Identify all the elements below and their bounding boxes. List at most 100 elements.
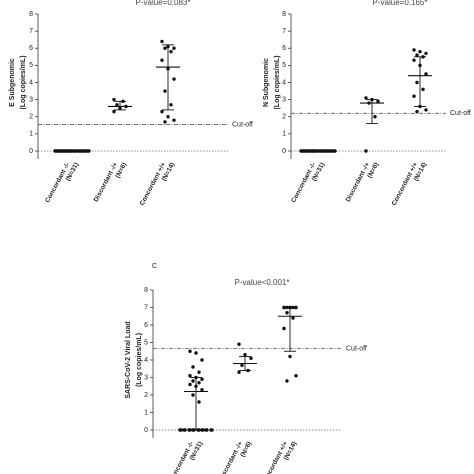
data-point xyxy=(188,382,192,387)
data-point xyxy=(160,109,164,114)
data-point xyxy=(424,51,428,56)
y-axis-label: E Subgenomic xyxy=(9,58,16,107)
panel-title: P-value=0.083* xyxy=(136,0,191,7)
data-point xyxy=(115,103,119,107)
x-tick-label: Discordant -/+ xyxy=(93,161,120,203)
y-tick-label: 7 xyxy=(29,28,33,35)
panel-label: C xyxy=(152,263,157,270)
x-tick-label: Concordant +/+ xyxy=(391,161,420,207)
data-point xyxy=(160,58,164,62)
data-point xyxy=(197,370,201,374)
data-point xyxy=(424,72,428,76)
data-point xyxy=(285,311,289,315)
y-tick-label: 6 xyxy=(29,45,33,52)
data-point xyxy=(197,400,201,404)
data-point xyxy=(160,39,164,44)
data-point xyxy=(85,149,89,153)
x-tick-label: Discordant -/+ xyxy=(218,440,245,474)
y-tick-label: 0 xyxy=(144,427,148,434)
data-point xyxy=(415,53,419,57)
data-point xyxy=(191,365,195,369)
data-point xyxy=(364,96,368,100)
y-tick-label: 6 xyxy=(282,45,286,52)
y-tick-label: 2 xyxy=(29,114,33,121)
panel-title: P-value<0.001* xyxy=(235,278,290,287)
data-point xyxy=(412,48,416,52)
data-point xyxy=(163,89,167,93)
data-point xyxy=(421,87,425,92)
x-tick-label: Discordant -/+ xyxy=(345,161,372,203)
data-point xyxy=(364,149,368,153)
y-tick-label: 6 xyxy=(144,322,148,329)
y-tick-label: 5 xyxy=(282,62,286,69)
cutoff-label: Cut-off xyxy=(450,110,471,117)
y-axis-label: (Log copies/mL) xyxy=(274,55,281,109)
data-point xyxy=(200,358,204,362)
data-point xyxy=(163,46,167,50)
y-tick-label: 2 xyxy=(144,392,148,399)
y-axis-label: N Subgenomic xyxy=(263,58,270,107)
panel-title: P-value=0.165* xyxy=(373,0,428,7)
panel: P-value=0.083* E Subgenomic (Log copies/mL… xyxy=(9,0,253,207)
y-tick-label: 1 xyxy=(282,131,286,138)
data-point xyxy=(169,103,173,107)
data-point xyxy=(204,428,208,432)
y-tick-label: 3 xyxy=(282,96,286,103)
y-axis-label: (Log copies/mL) xyxy=(20,55,27,109)
data-point xyxy=(240,363,244,367)
data-point xyxy=(412,58,416,62)
y-tick-label: 8 xyxy=(29,11,33,18)
data-point xyxy=(169,49,173,54)
data-point xyxy=(172,77,176,81)
x-tick-label: Concordant -/- xyxy=(44,161,71,204)
y-axis-label: (Log copies/mL) xyxy=(136,333,143,387)
data-point xyxy=(291,316,295,320)
y-tick-label: 4 xyxy=(144,357,148,364)
cutoff-label: Cut-off xyxy=(232,121,253,128)
x-tick-label: Concordant -/- xyxy=(290,161,317,204)
y-tick-label: 0 xyxy=(29,148,33,155)
data-point xyxy=(412,94,416,98)
data-point xyxy=(200,377,204,381)
data-point xyxy=(163,120,167,124)
data-point xyxy=(331,149,335,153)
x-tick-label: Concordant +/+ xyxy=(139,161,168,207)
data-point xyxy=(288,354,292,359)
data-point xyxy=(237,370,241,374)
data-point xyxy=(191,379,195,383)
data-point xyxy=(418,49,422,54)
y-tick-label: 2 xyxy=(282,114,286,121)
data-point xyxy=(54,149,58,153)
data-point xyxy=(178,428,182,432)
y-tick-label: 1 xyxy=(29,131,33,138)
data-point xyxy=(191,393,195,397)
data-point xyxy=(209,428,213,432)
data-point xyxy=(300,149,304,153)
y-tick-label: 7 xyxy=(282,28,286,35)
y-tick-label: 5 xyxy=(144,339,148,346)
data-point xyxy=(415,80,419,85)
data-point xyxy=(166,115,170,119)
data-point xyxy=(200,388,204,392)
y-tick-label: 8 xyxy=(282,11,286,18)
y-tick-label: 0 xyxy=(282,148,286,155)
data-point xyxy=(172,46,176,50)
data-point xyxy=(187,428,191,432)
data-point xyxy=(376,99,380,104)
data-point xyxy=(243,353,247,357)
y-tick-label: 5 xyxy=(29,62,33,69)
data-point xyxy=(182,428,186,432)
panel: P-value=0.165* N Subgenomic (Log copies/mL… xyxy=(263,0,471,207)
cutoff-label: Cut-off xyxy=(346,345,367,352)
y-axis-label: SARS-CoV-2 Viral Load xyxy=(125,321,132,398)
data-point xyxy=(373,115,377,119)
data-point xyxy=(237,342,241,346)
data-point xyxy=(424,108,428,112)
panel: C P-value<0.001* SARS-CoV-2 Viral Load (Log… xyxy=(125,263,367,474)
data-point xyxy=(194,351,198,355)
data-point xyxy=(112,109,116,114)
y-tick-label: 3 xyxy=(29,96,33,103)
y-tick-label: 7 xyxy=(144,304,148,311)
y-tick-label: 1 xyxy=(144,409,148,416)
y-tick-label: 4 xyxy=(29,79,33,86)
